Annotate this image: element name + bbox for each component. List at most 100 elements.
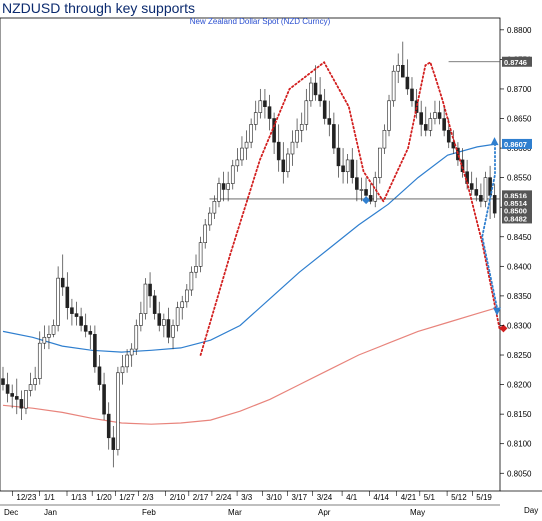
candle-body [19, 399, 24, 409]
candle-body [332, 124, 336, 149]
candle-body [5, 384, 10, 394]
candle-body [414, 100, 419, 113]
candle-body [33, 378, 37, 385]
y-tick-label: 0.8150 [507, 410, 532, 419]
candle-body [318, 94, 322, 102]
x-month-label: Mar [228, 508, 242, 517]
candle-body [97, 366, 102, 385]
candle-body [368, 195, 373, 202]
y-tick-label: 0.8550 [507, 174, 532, 183]
candle-body [198, 242, 203, 267]
candle-body [194, 266, 198, 273]
double-top-projection-curve [199, 60, 501, 356]
candle-body [189, 271, 194, 291]
price-flag [502, 56, 532, 67]
x-tick-label: 3/10 [266, 493, 282, 502]
projection-arrow-path [481, 142, 498, 309]
x-tick-label: 12/23 [16, 493, 37, 502]
x-tick-label: 4/14 [373, 493, 389, 502]
diamond-marker [362, 196, 371, 205]
horizontal-lines [209, 61, 500, 200]
candle-body [162, 319, 166, 326]
x-tick-label: 5/1 [424, 493, 436, 502]
price-flag-label: 0.8500 [504, 207, 527, 216]
candle-body [143, 283, 148, 314]
candle-body [175, 307, 180, 326]
y-tick-label: 0.8400 [507, 262, 532, 271]
chart-title: NZDUSD through key supports [2, 0, 195, 16]
candle-body [249, 124, 253, 143]
candle-body [290, 141, 295, 155]
candle-body [396, 65, 401, 72]
price-flag [502, 138, 532, 149]
moving-average-red [2, 307, 498, 425]
candle-body [345, 159, 350, 173]
candle-body [460, 159, 465, 173]
candle-body [139, 313, 143, 326]
candle-body [309, 82, 313, 102]
triangle-down-marker [493, 307, 501, 316]
candle-body [313, 82, 318, 96]
candle-body [405, 76, 410, 90]
candle-body [267, 106, 272, 119]
candle-body [65, 286, 70, 309]
x-tick-label: 2/24 [216, 493, 232, 502]
price-flag [502, 213, 532, 224]
candle-body [171, 325, 175, 338]
y-tick-label: 0.8450 [507, 233, 532, 242]
markers [362, 137, 508, 333]
y-tick-label: 0.8300 [507, 321, 532, 330]
candle-body [221, 183, 226, 190]
y-tick-label: 0.8800 [507, 26, 532, 35]
candle-body [56, 277, 60, 326]
x-tick-label: 1/1 [44, 493, 56, 502]
candle-body [212, 200, 217, 214]
candle-body [442, 118, 446, 131]
candle-body [60, 277, 65, 288]
chart-subtitle: New Zealand Dollar Spot (NZD Curncy) [190, 17, 331, 26]
candle-body [299, 124, 304, 131]
candle-body [185, 289, 189, 303]
candle-body [276, 141, 281, 161]
price-flag [502, 190, 532, 201]
candle-body [240, 147, 244, 161]
price-flag [502, 205, 532, 216]
x-tick-label: 3/3 [241, 493, 253, 502]
candle-body [433, 112, 437, 119]
candle-body [14, 396, 19, 400]
candle-body [47, 334, 51, 338]
x-tick-label: 3/24 [317, 493, 333, 502]
candle-body [1, 378, 5, 385]
candle-body [483, 177, 488, 202]
triangle-up-marker [490, 137, 499, 146]
candle-body [28, 384, 33, 391]
candle-body [235, 159, 240, 167]
candle-body [327, 118, 332, 125]
candle-body [428, 118, 433, 131]
candle-body [253, 112, 258, 125]
candle-body [203, 224, 207, 243]
candle-body [106, 413, 111, 439]
moving-average-lines [2, 143, 498, 425]
x-month-label: Jan [44, 508, 57, 517]
candle-body [474, 189, 479, 196]
price-flag-label: 0.8516 [504, 191, 527, 200]
x-tick-label: 2/3 [142, 493, 154, 502]
candle-body [125, 354, 129, 368]
candle-body [423, 124, 428, 131]
x-month-label: May [410, 508, 425, 517]
x-tick-label: 1/27 [119, 493, 135, 502]
candle-body [83, 325, 88, 332]
x-tick-label: 5/19 [476, 493, 492, 502]
candle-body [295, 130, 299, 143]
y-tick-label: 0.8100 [507, 440, 532, 449]
candle-body [258, 100, 263, 113]
candle-body [341, 165, 345, 173]
candle-body [148, 283, 152, 297]
candle-body [359, 189, 364, 191]
candle-body [74, 313, 79, 317]
candle-body [111, 437, 116, 450]
candle-body [410, 88, 414, 102]
candle-body [378, 147, 382, 178]
